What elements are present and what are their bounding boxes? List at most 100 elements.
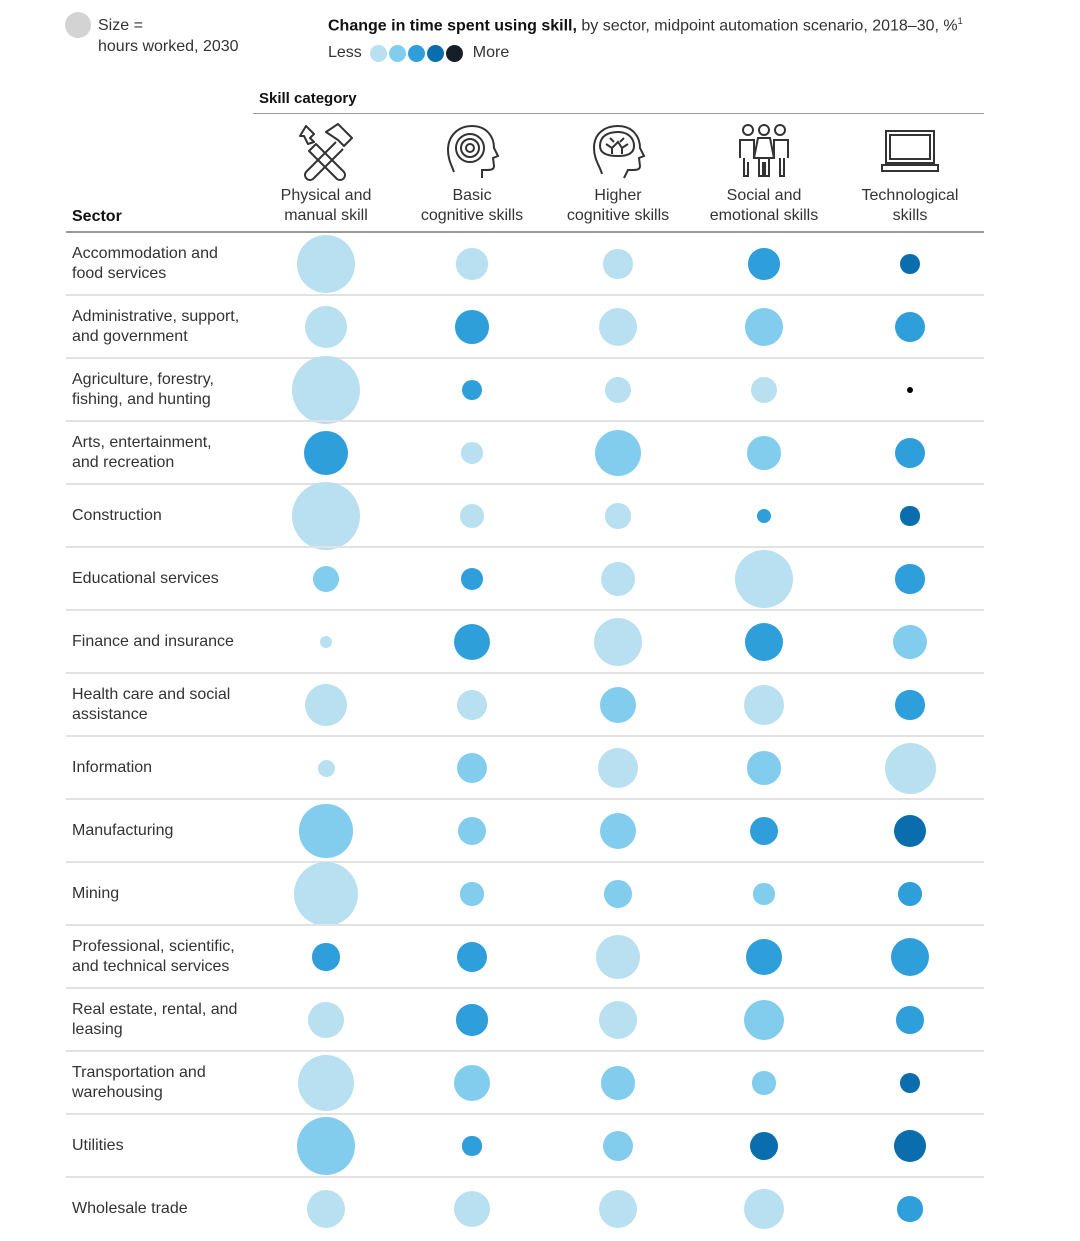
bubble-basic-cognitive bbox=[456, 248, 488, 280]
sector-label: Finance and insurance bbox=[72, 632, 234, 650]
bubble-basic-cognitive bbox=[461, 442, 483, 464]
bubble-social-emotional bbox=[747, 751, 781, 785]
column-header-higher-cognitive: Higher cognitive skills bbox=[545, 120, 691, 226]
header-rule bbox=[66, 231, 984, 233]
bubble-higher-cognitive bbox=[597, 747, 639, 789]
hammer-wrench-icon bbox=[253, 120, 399, 184]
table-row: Utilities bbox=[66, 1115, 984, 1178]
bubble-higher-cognitive bbox=[601, 1066, 635, 1100]
chart-title-rest: by sector, midpoint automation scenario,… bbox=[576, 17, 958, 35]
table-row: Accommodation and food services bbox=[66, 233, 984, 296]
bubble-technological bbox=[895, 690, 925, 720]
row-divider bbox=[66, 672, 984, 674]
bubble-social-emotional bbox=[743, 684, 785, 726]
bubble-technological bbox=[895, 312, 925, 342]
bubble-higher-cognitive bbox=[598, 1189, 638, 1229]
bubble-social-emotional bbox=[756, 508, 772, 524]
bubble-social-emotional bbox=[744, 307, 784, 347]
bubble-basic-cognitive bbox=[453, 1190, 490, 1227]
row-divider bbox=[66, 798, 984, 800]
column-label-line1: Technological bbox=[861, 187, 959, 204]
column-label-line1: Physical and bbox=[280, 187, 372, 204]
bubble-social-emotional bbox=[747, 436, 781, 470]
sector-label: Health care and social assistance bbox=[72, 685, 231, 723]
bubble-technological bbox=[884, 742, 936, 794]
row-divider bbox=[66, 987, 984, 989]
bubble-physical bbox=[297, 1117, 355, 1175]
table-row: Wholesale trade bbox=[66, 1178, 984, 1241]
bubble-physical bbox=[304, 305, 348, 349]
bubble-physical bbox=[303, 430, 349, 476]
bubble-basic-cognitive bbox=[453, 1064, 490, 1101]
chart-title-footnote: 1 bbox=[957, 16, 963, 26]
sector-label: Real estate, rental, and leasing bbox=[72, 1000, 238, 1038]
table-row: Finance and insurance bbox=[66, 611, 984, 674]
row-divider bbox=[66, 483, 984, 485]
sector-label: Utilities bbox=[72, 1136, 124, 1154]
bubble-higher-cognitive bbox=[605, 377, 631, 403]
bubble-basic-cognitive bbox=[457, 690, 487, 720]
sector-label: Information bbox=[72, 758, 153, 776]
bubble-physical bbox=[313, 566, 339, 592]
bubble-technological bbox=[890, 937, 930, 977]
sector-label: Transportation and warehousing bbox=[72, 1063, 206, 1101]
bubble-social-emotional bbox=[735, 550, 793, 608]
bubble-technological bbox=[896, 1006, 924, 1034]
sector-label: Accommodation and food services bbox=[72, 244, 218, 282]
bubble-physical bbox=[297, 235, 355, 293]
table-row: Agriculture, forestry, fishing, and hunt… bbox=[66, 356, 984, 424]
bubble-technological bbox=[892, 624, 928, 660]
bubble-technological bbox=[906, 386, 914, 394]
sector-column-header: Sector bbox=[72, 208, 122, 225]
size-legend-line1: Size = bbox=[98, 17, 143, 34]
sector-label: Educational services bbox=[72, 569, 219, 587]
bubble-social-emotional bbox=[743, 1188, 785, 1230]
bubble-higher-cognitive bbox=[605, 503, 631, 529]
bubble-higher-cognitive bbox=[599, 686, 636, 723]
table-row: Professional, scientific, and technical … bbox=[66, 926, 984, 989]
bubble-social-emotional bbox=[750, 1132, 778, 1160]
bubble-higher-cognitive bbox=[599, 812, 636, 849]
bubble-physical bbox=[312, 943, 340, 971]
chart-title-bold: Change in time spent using skill, bbox=[328, 17, 577, 35]
bubble-social-emotional bbox=[743, 999, 785, 1041]
bubble-social-emotional bbox=[753, 883, 775, 905]
column-label-line2: manual skill bbox=[284, 207, 368, 224]
sector-label: Mining bbox=[72, 884, 120, 902]
column-label-line2: emotional skills bbox=[709, 207, 819, 224]
bubble-basic-cognitive bbox=[457, 942, 487, 972]
table-row: Arts, entertainment, and recreation bbox=[66, 422, 984, 485]
bubble-higher-cognitive bbox=[598, 1000, 638, 1040]
bubble-basic-cognitive bbox=[456, 1004, 488, 1036]
row-divider bbox=[66, 924, 984, 926]
bubble-technological bbox=[894, 815, 926, 847]
bubble-basic-cognitive bbox=[462, 1136, 482, 1156]
bubble-higher-cognitive bbox=[603, 1131, 633, 1161]
bubble-physical bbox=[306, 1189, 346, 1229]
bubble-social-emotional bbox=[748, 248, 780, 280]
bubble-basic-cognitive bbox=[460, 882, 484, 906]
row-divider bbox=[66, 546, 984, 548]
bubble-technological bbox=[898, 882, 922, 906]
scale-more-label: More bbox=[472, 44, 510, 61]
bubble-basic-cognitive bbox=[462, 380, 482, 400]
sector-label: Construction bbox=[72, 506, 162, 524]
table-row: Administrative, support, and government bbox=[66, 296, 984, 359]
column-header-social-emotional: Social and emotional skills bbox=[691, 120, 837, 226]
bubble-higher-cognitive bbox=[601, 562, 635, 596]
row-divider bbox=[66, 1176, 984, 1178]
column-label-line1: Higher bbox=[594, 187, 642, 204]
row-divider bbox=[66, 1113, 984, 1115]
table-row: Information bbox=[66, 737, 984, 800]
bubble-technological bbox=[895, 438, 925, 468]
sector-label: Professional, scientific, and technical … bbox=[72, 937, 235, 975]
row-divider bbox=[66, 609, 984, 611]
bubble-technological bbox=[900, 506, 920, 526]
bubble-basic-cognitive bbox=[453, 623, 491, 661]
bubble-higher-cognitive bbox=[598, 307, 638, 347]
skill-category-rule bbox=[253, 113, 984, 114]
head-brain-icon bbox=[545, 120, 691, 184]
bubble-higher-cognitive bbox=[603, 249, 633, 279]
scale-swatch-3 bbox=[407, 44, 425, 62]
column-label-line1: Social and bbox=[726, 187, 802, 204]
